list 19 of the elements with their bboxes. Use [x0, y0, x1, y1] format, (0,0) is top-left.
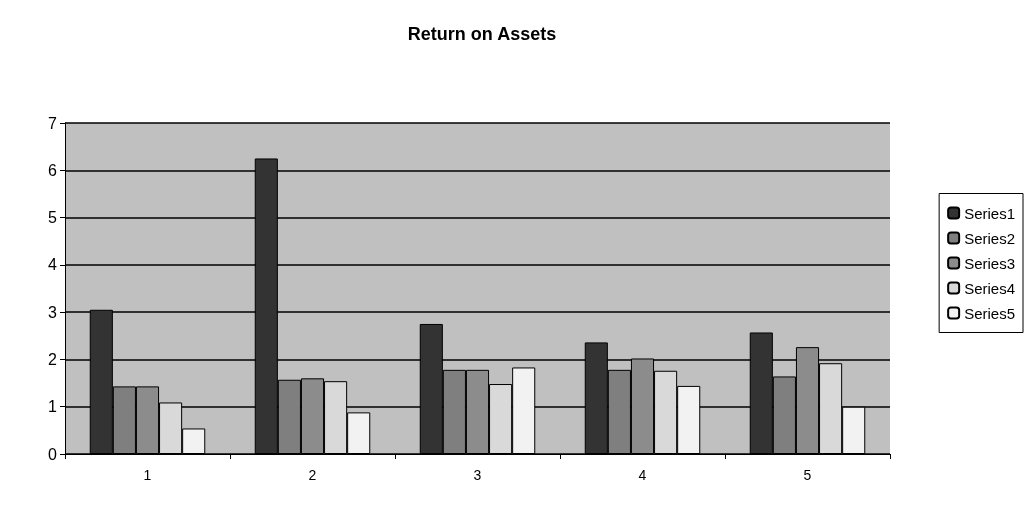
- y-tick-label: 2: [48, 350, 58, 368]
- y-tick-label: 1: [48, 398, 58, 416]
- x-tick-label: 3: [473, 467, 482, 483]
- x-tick-label: 4: [638, 467, 647, 483]
- y-tick-label: 5: [48, 209, 58, 227]
- x-tick-label: 5: [803, 467, 812, 483]
- legend-label: Series3: [964, 254, 1015, 272]
- legend-label: Series5: [964, 304, 1015, 322]
- chart-title: Return on Assets: [407, 24, 557, 44]
- y-tick-label: 4: [48, 256, 58, 274]
- legend-label: Series2: [964, 229, 1015, 247]
- x-tick-label: 2: [308, 467, 317, 483]
- y-tick-label: 6: [48, 161, 58, 179]
- y-tick-label: 7: [48, 114, 58, 132]
- x-tick-label: 1: [143, 467, 152, 483]
- y-tick-label: 3: [48, 303, 58, 321]
- y-tick-label: 0: [48, 445, 58, 463]
- legend-label: Series4: [964, 279, 1015, 297]
- legend-label: Series1: [964, 204, 1015, 222]
